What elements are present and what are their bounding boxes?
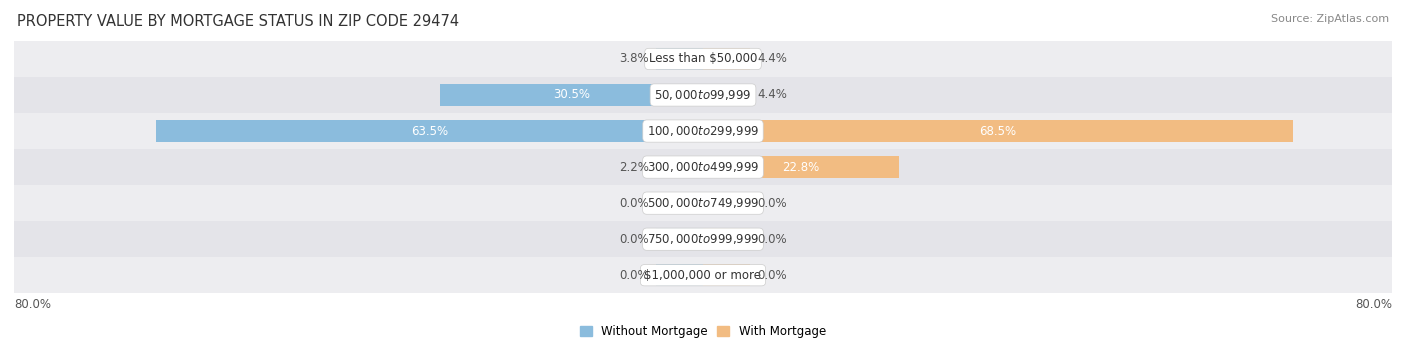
Bar [703, 84, 751, 106]
Bar [655, 264, 703, 286]
Bar [440, 84, 703, 106]
Text: 63.5%: 63.5% [411, 124, 449, 137]
Bar [703, 264, 751, 286]
Text: $500,000 to $749,999: $500,000 to $749,999 [647, 196, 759, 210]
Bar [14, 257, 1392, 293]
Bar [14, 221, 1392, 257]
Bar [703, 120, 1294, 142]
Text: Less than $50,000: Less than $50,000 [648, 53, 758, 65]
Bar [703, 156, 900, 178]
Bar [703, 192, 751, 214]
Text: PROPERTY VALUE BY MORTGAGE STATUS IN ZIP CODE 29474: PROPERTY VALUE BY MORTGAGE STATUS IN ZIP… [17, 14, 458, 29]
Text: 80.0%: 80.0% [1355, 298, 1392, 311]
Bar [655, 228, 703, 250]
Text: Source: ZipAtlas.com: Source: ZipAtlas.com [1271, 14, 1389, 24]
Text: $50,000 to $99,999: $50,000 to $99,999 [654, 88, 752, 102]
Bar [14, 41, 1392, 77]
Legend: Without Mortgage, With Mortgage: Without Mortgage, With Mortgage [575, 321, 831, 341]
Bar [14, 149, 1392, 185]
Text: 0.0%: 0.0% [758, 197, 787, 210]
Text: $750,000 to $999,999: $750,000 to $999,999 [647, 232, 759, 246]
Bar [655, 156, 703, 178]
Text: 22.8%: 22.8% [783, 161, 820, 174]
Bar [156, 120, 703, 142]
Bar [703, 48, 751, 70]
Bar [655, 48, 703, 70]
Text: 30.5%: 30.5% [553, 89, 591, 102]
Text: $300,000 to $499,999: $300,000 to $499,999 [647, 160, 759, 174]
Text: 3.8%: 3.8% [619, 53, 648, 65]
Text: 80.0%: 80.0% [14, 298, 51, 311]
Text: 4.4%: 4.4% [758, 53, 787, 65]
Text: 0.0%: 0.0% [758, 269, 787, 282]
Text: 2.2%: 2.2% [619, 161, 648, 174]
Bar [14, 113, 1392, 149]
Bar [655, 192, 703, 214]
Text: 0.0%: 0.0% [619, 197, 648, 210]
Text: $1,000,000 or more: $1,000,000 or more [644, 269, 762, 282]
Text: 0.0%: 0.0% [619, 233, 648, 246]
Text: 4.4%: 4.4% [758, 89, 787, 102]
Bar [14, 185, 1392, 221]
Bar [14, 77, 1392, 113]
Text: 0.0%: 0.0% [758, 233, 787, 246]
Bar [703, 228, 751, 250]
Text: $100,000 to $299,999: $100,000 to $299,999 [647, 124, 759, 138]
Text: 68.5%: 68.5% [980, 124, 1017, 137]
Text: 0.0%: 0.0% [619, 269, 648, 282]
